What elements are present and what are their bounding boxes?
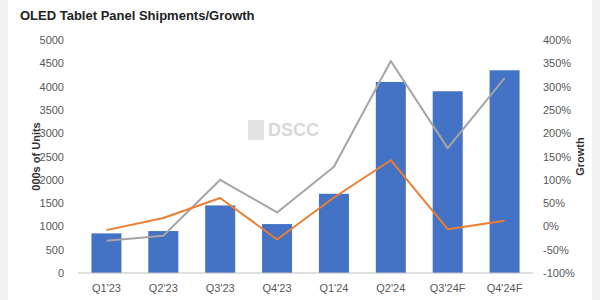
y2-tick-label: 300% [543,81,571,93]
y-tick-label: 3500 [40,104,64,116]
y-axis-title: 000s of Units [30,122,42,190]
y-tick-label: 4000 [40,81,64,93]
watermark: DSCC [268,120,319,140]
x-tick-label: Q1'24 [319,282,348,294]
x-tick-label: Q2'23 [149,282,178,294]
watermark-icon [248,120,264,140]
y-tick-label: 5000 [40,34,64,46]
y2-tick-label: 150% [543,151,571,163]
chart: OLED Tablet Panel Shipments/Growth DSCC 0 5… [0,0,600,300]
y2-tick-label: 50% [543,197,565,209]
bar [490,70,520,273]
y2-tick-label: 250% [543,104,571,116]
x-tick-label: Q2'24 [376,282,405,294]
y2-tick-label: 0% [543,220,559,232]
x-tick-label: Q1'23 [92,282,121,294]
x-tick-label: Q4'24F [487,282,523,294]
y2-axis-title: Growth [574,137,586,176]
page: {"chart_data": {"type": "bar", "title": … [0,0,600,300]
x-tick-label: Q3'23 [206,282,235,294]
line [106,160,504,239]
y-tick-label: 2500 [40,151,64,163]
y-tick-label: 2000 [40,174,64,186]
x-tick-label: Q4'23 [263,282,292,294]
x-tick-label: Q3'24F [430,282,466,294]
title: OLED Tablet Panel Shipments/Growth [20,8,255,23]
plot-area [91,61,519,273]
x-axis [78,273,533,274]
bar [205,205,235,273]
y-tick-label: 0 [58,267,64,279]
y-tick-label: 3000 [40,127,64,139]
card [8,0,592,300]
y2-tick-label: 200% [543,127,571,139]
y2-tick-label: -50% [543,244,569,256]
y2-tick-label: 400% [543,34,571,46]
y2-tick-label: 100% [543,174,571,186]
y-tick-label: 1500 [40,197,64,209]
bar [433,91,463,273]
bar [376,82,406,273]
line [106,61,504,241]
y2-tick-label: -100% [543,267,575,279]
y2-tick-label: 350% [543,57,571,69]
y-tick-label: 4500 [40,57,64,69]
y-tick-label: 500 [46,244,64,256]
y-tick-label: 1000 [40,220,64,232]
